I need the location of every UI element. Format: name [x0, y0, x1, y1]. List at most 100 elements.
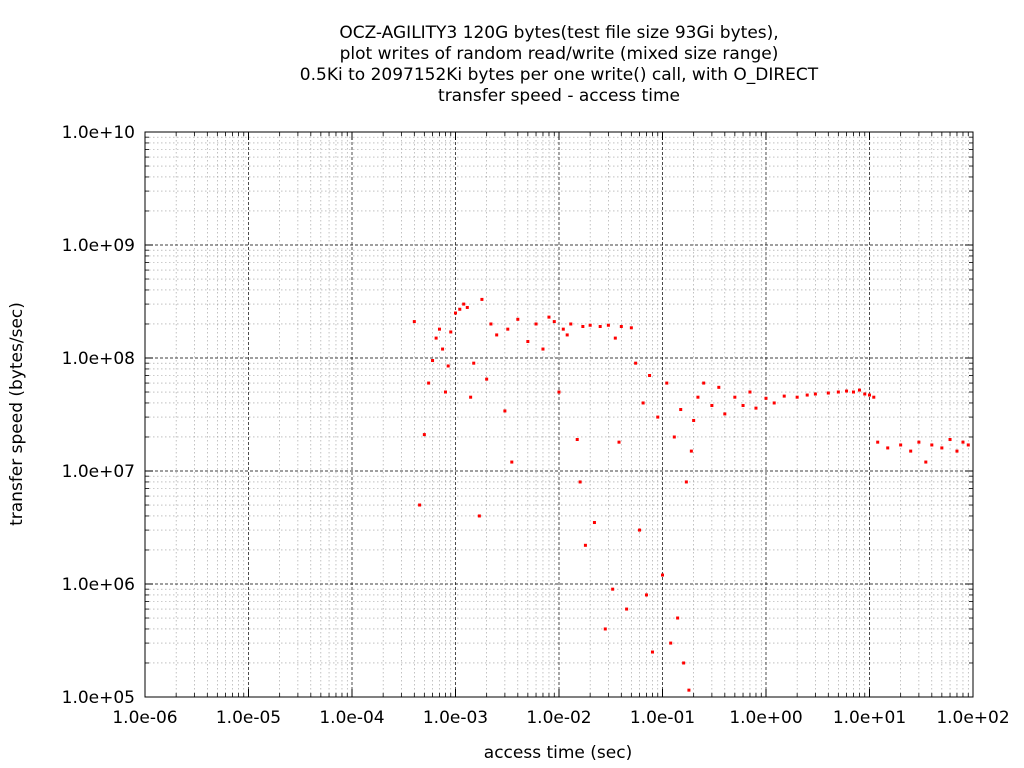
- major-gridlines: [144, 131, 974, 698]
- data-point: [851, 390, 855, 394]
- y-tick-label: 1.0e+07: [62, 462, 135, 482]
- data-point: [465, 305, 469, 309]
- data-point: [826, 391, 830, 395]
- data-point: [692, 418, 696, 422]
- data-point: [863, 392, 867, 396]
- title-line-1: OCZ-AGILITY3 120G bytes(test file size 9…: [339, 23, 778, 43]
- data-point: [418, 503, 422, 507]
- data-point: [717, 385, 721, 389]
- data-point: [516, 317, 520, 321]
- data-point: [679, 408, 683, 412]
- y-axis-tick-labels: 1.0e+05 1.0e+06 1.0e+07 1.0e+08 1.0e+09 1.0e+…: [62, 123, 135, 708]
- data-point: [446, 364, 450, 368]
- data-point: [588, 323, 592, 327]
- data-point: [876, 440, 880, 444]
- data-point: [427, 381, 431, 385]
- data-point: [547, 315, 551, 319]
- data-point: [606, 323, 610, 327]
- x-tick-label: 1.0e+02: [936, 708, 1009, 728]
- x-tick-label: 1.0e-05: [216, 708, 281, 728]
- data-point: [477, 514, 481, 518]
- data-point: [634, 361, 638, 365]
- x-axis-tick-labels: 1.0e-06 1.0e-05 1.0e-04 1.0e-03 1.0e-02 1.0e-…: [112, 708, 1009, 728]
- data-point: [469, 395, 473, 399]
- data-point: [565, 333, 569, 337]
- data-point: [581, 325, 585, 329]
- data-point: [689, 449, 693, 453]
- data-point: [431, 359, 435, 363]
- data-point: [899, 443, 903, 447]
- data-point: [672, 435, 676, 439]
- data-point: [723, 412, 727, 416]
- data-point: [449, 330, 453, 334]
- data-point: [782, 394, 786, 398]
- data-point: [443, 390, 447, 394]
- data-point: [462, 302, 466, 306]
- data-point: [857, 388, 861, 392]
- data-point: [638, 528, 642, 532]
- data-point: [845, 389, 849, 393]
- axis-ticks: [144, 131, 974, 698]
- data-point: [437, 327, 441, 331]
- data-point: [733, 395, 737, 399]
- data-point: [552, 320, 556, 324]
- data-point: [472, 361, 476, 365]
- data-point: [454, 311, 457, 315]
- data-point: [676, 616, 680, 620]
- data-point: [748, 390, 752, 394]
- x-axis-label: access time (sec): [484, 743, 632, 763]
- data-point: [710, 403, 714, 407]
- data-point: [441, 347, 445, 351]
- data-point: [687, 688, 691, 692]
- x-tick-label: 1.0e-03: [423, 708, 488, 728]
- data-point: [503, 409, 507, 413]
- data-point: [961, 440, 965, 444]
- data-point: [886, 446, 890, 450]
- data-point: [684, 480, 688, 484]
- data-point: [629, 326, 633, 330]
- data-point: [669, 641, 673, 645]
- data-point: [592, 521, 596, 525]
- y-tick-label: 1.0e+08: [62, 349, 135, 369]
- data-point: [619, 325, 623, 329]
- y-tick-label: 1.0e+06: [62, 575, 135, 595]
- data-point: [868, 393, 871, 397]
- data-point: [569, 322, 573, 326]
- y-tick-label: 1.0e+10: [62, 123, 135, 143]
- y-axis-label: transfer speed (bytes/sec): [7, 302, 27, 526]
- data-point: [795, 395, 799, 399]
- title-line-4: transfer speed - access time: [438, 86, 680, 106]
- data-point: [575, 438, 579, 442]
- data-point: [930, 443, 934, 447]
- data-point: [924, 460, 928, 464]
- data-point: [541, 347, 545, 351]
- data-point: [836, 390, 840, 394]
- x-tick-label: 1.0e+01: [833, 708, 906, 728]
- data-point: [412, 320, 416, 324]
- data-point: [940, 446, 944, 450]
- data-point: [598, 325, 602, 329]
- x-tick-label: 1.0e+00: [729, 708, 802, 728]
- data-point: [948, 438, 952, 442]
- data-point: [696, 395, 700, 399]
- data-point: [741, 403, 745, 407]
- x-tick-label: 1.0e-01: [630, 708, 695, 728]
- x-tick-label: 1.0e-02: [526, 708, 591, 728]
- data-point: [526, 339, 530, 343]
- title-line-2: plot writes of random read/write (mixed …: [340, 44, 779, 64]
- data-point: [510, 460, 514, 464]
- data-point: [489, 322, 493, 326]
- x-tick-label: 1.0e-04: [319, 708, 384, 728]
- data-point: [641, 401, 645, 405]
- data-point: [495, 333, 499, 337]
- y-tick-label: 1.0e+05: [62, 688, 135, 708]
- data-point: [613, 336, 617, 340]
- data-point: [648, 374, 652, 378]
- data-point: [661, 573, 664, 577]
- data-point: [625, 607, 629, 611]
- data-point: [665, 381, 669, 385]
- data-point: [434, 336, 438, 340]
- y-tick-label: 1.0e+09: [62, 236, 135, 256]
- data-point: [764, 396, 768, 400]
- data-point: [917, 440, 921, 444]
